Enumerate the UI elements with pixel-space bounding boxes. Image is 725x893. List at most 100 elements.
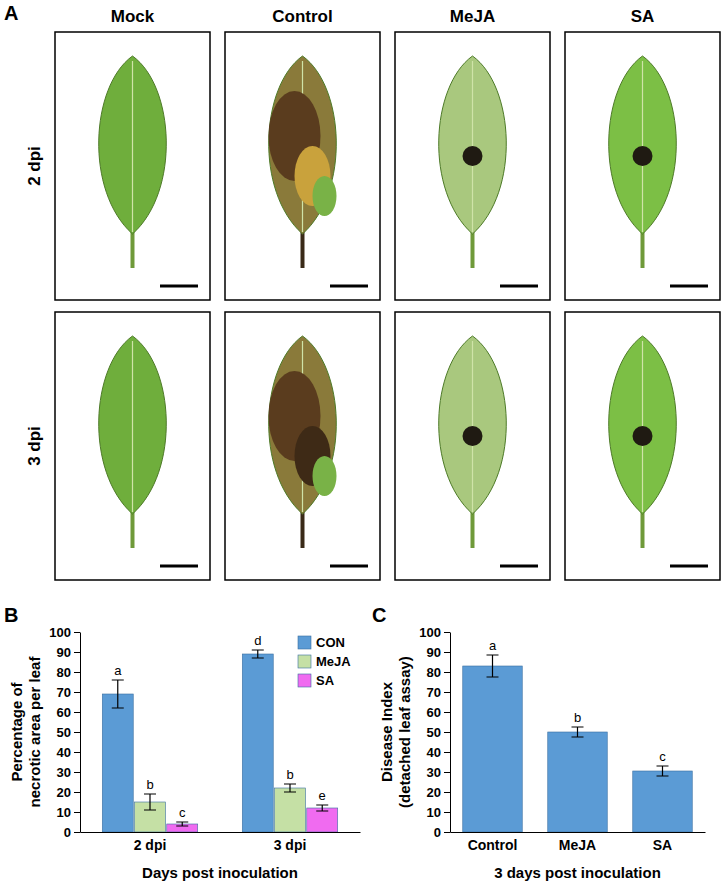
error-bar [572, 727, 584, 737]
y-tick: 60 [427, 705, 450, 720]
leaf-blade [269, 56, 337, 234]
y-tick: 90 [57, 645, 80, 660]
x-tick: Control [468, 832, 518, 853]
error-bar [316, 805, 328, 811]
y-tick-mark [74, 712, 80, 713]
image-frame [565, 32, 720, 300]
y-tick-label: 90 [57, 645, 71, 660]
scale-bar [330, 285, 368, 288]
x-axis-title: 3 days post inoculation [494, 864, 661, 881]
x-axis: Control MeJA SA [451, 832, 706, 853]
x-axis-title: Days post inoculation [142, 864, 298, 881]
y-axis-title: necrotic area per leaf [26, 656, 43, 808]
y-tick-label: 100 [419, 625, 441, 640]
y-tick-mark [74, 632, 80, 633]
axis-line [80, 633, 81, 833]
y-tick-label: 80 [57, 665, 71, 680]
y-axis-title: Percentage of [8, 681, 25, 781]
axis-line [81, 832, 361, 833]
y-tick: 40 [427, 745, 450, 760]
y-tick-label: 100 [49, 625, 71, 640]
leaf-petiole [131, 231, 135, 268]
y-tick-mark [444, 632, 450, 633]
y-tick-mark [74, 792, 80, 793]
bar-annotations: abc [489, 638, 666, 764]
y-tick-mark [444, 792, 450, 793]
leaf-panel [55, 32, 210, 300]
column-header: MeJA [450, 7, 495, 26]
x-tick-label: Control [468, 837, 518, 853]
leaf [99, 336, 167, 548]
y-tick-mark [444, 652, 450, 653]
bar [275, 788, 306, 832]
y-tick: 20 [57, 785, 80, 800]
significance-letter: d [254, 633, 261, 648]
significance-letter: a [489, 638, 497, 653]
y-tick-mark [444, 692, 450, 693]
chart: 01020304050607080901002 dpi3 dpiadbbceCO… [49, 625, 360, 854]
leaf-panel [225, 312, 380, 580]
y-tick: 50 [57, 725, 80, 740]
y-axis-title: Disease Index [378, 681, 395, 782]
image-frame [225, 32, 380, 300]
y-tick: 0 [434, 825, 450, 840]
bar [548, 732, 608, 832]
leaf-petiole [471, 231, 475, 268]
leaf [99, 56, 167, 268]
y-tick-mark [74, 752, 80, 753]
y-tick-label: 80 [427, 665, 441, 680]
y-tick-label: 10 [57, 805, 71, 820]
y-tick-label: 50 [427, 725, 441, 740]
y-tick-label: 50 [57, 725, 71, 740]
leaf-petiole [641, 231, 645, 268]
y-tick-label: 30 [427, 765, 441, 780]
y-tick: 50 [427, 725, 450, 740]
leaf-petiole [301, 511, 305, 548]
panel-label: A [4, 2, 18, 24]
y-tick: 30 [57, 765, 80, 780]
inoculation-spot [463, 426, 483, 446]
x-tick-label: MeJA [559, 837, 596, 853]
leaf-blade [439, 56, 507, 234]
y-tick-mark [444, 712, 450, 713]
bar [242, 654, 273, 832]
panel-label: C [372, 604, 386, 626]
x-tick-label: 3 dpi [274, 837, 307, 853]
error-bar [487, 655, 499, 677]
column-header: SA [631, 7, 655, 26]
error-bar [144, 794, 156, 810]
y-tick-label: 60 [427, 705, 441, 720]
y-tick-label: 20 [57, 785, 71, 800]
image-frame [395, 32, 550, 300]
x-axis: 2 dpi3 dpi [81, 832, 361, 853]
error-bar [657, 766, 669, 776]
chart: 0102030405060708090100ControlMeJASAabc [419, 625, 705, 854]
leaf-petiole [471, 511, 475, 548]
bar [633, 771, 693, 832]
scale-bar [500, 285, 538, 288]
significance-letter: b [574, 710, 581, 725]
y-tick-label: 40 [427, 745, 441, 760]
inoculation-spot [633, 146, 653, 166]
y-tick: 80 [427, 665, 450, 680]
x-tick-label: SA [653, 837, 672, 853]
axis-line [450, 633, 451, 833]
leaf-blade [99, 336, 167, 514]
y-tick-mark [74, 672, 80, 673]
error-bar [176, 822, 188, 826]
y-tick-mark [444, 832, 450, 833]
scale-bar [330, 565, 368, 568]
error-bar [112, 680, 124, 708]
leaf-petiole [131, 511, 135, 548]
y-tick: 10 [57, 805, 80, 820]
legend-swatch [298, 674, 311, 687]
y-tick-mark [74, 652, 80, 653]
leaf-blade [269, 336, 337, 514]
significance-letter: c [179, 805, 186, 820]
legend-swatch [298, 655, 311, 668]
legend-label: MeJA [316, 654, 351, 669]
y-tick-label: 30 [57, 765, 71, 780]
healthy-patch [313, 176, 337, 216]
error-bar [252, 650, 264, 658]
y-tick-mark [74, 812, 80, 813]
